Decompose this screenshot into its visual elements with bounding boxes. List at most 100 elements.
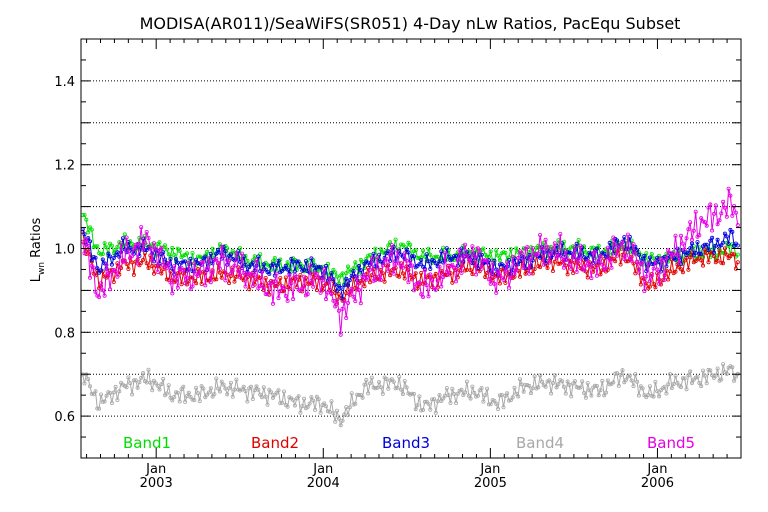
data-point bbox=[197, 399, 202, 404]
data-point bbox=[472, 390, 477, 395]
data-point bbox=[616, 245, 621, 250]
data-point bbox=[695, 240, 700, 245]
data-point bbox=[622, 380, 627, 385]
data-point bbox=[569, 251, 574, 256]
data-point bbox=[653, 259, 658, 264]
data-point bbox=[589, 245, 594, 250]
data-point bbox=[536, 251, 541, 256]
data-point bbox=[662, 277, 667, 282]
data-point bbox=[108, 287, 113, 292]
y-axis-label-main: L bbox=[29, 274, 44, 282]
data-point bbox=[706, 205, 711, 210]
data-point bbox=[712, 250, 717, 255]
data-point bbox=[320, 264, 325, 269]
series-band4 bbox=[80, 362, 740, 428]
data-point bbox=[529, 391, 534, 396]
data-point bbox=[166, 383, 171, 388]
data-point bbox=[389, 243, 394, 248]
data-point bbox=[732, 203, 737, 208]
data-point bbox=[212, 277, 217, 282]
data-point bbox=[150, 258, 155, 263]
data-point bbox=[184, 251, 189, 256]
data-point bbox=[415, 403, 420, 408]
data-point bbox=[358, 268, 363, 273]
data-point bbox=[435, 399, 440, 404]
data-point bbox=[378, 385, 383, 390]
data-point bbox=[459, 270, 464, 275]
data-point bbox=[300, 404, 305, 409]
data-point bbox=[245, 271, 250, 276]
data-point bbox=[651, 394, 656, 399]
data-point bbox=[173, 257, 178, 262]
data-point bbox=[309, 278, 314, 283]
data-point bbox=[93, 244, 98, 249]
data-point bbox=[82, 212, 87, 217]
data-point bbox=[552, 241, 557, 246]
data-point bbox=[291, 259, 296, 264]
data-point bbox=[122, 259, 127, 264]
data-point bbox=[391, 379, 396, 384]
data-point bbox=[397, 374, 402, 379]
data-point bbox=[122, 232, 127, 237]
data-point bbox=[93, 255, 98, 260]
data-point bbox=[113, 384, 118, 389]
data-point bbox=[525, 256, 530, 261]
data-point bbox=[157, 240, 162, 245]
data-point bbox=[188, 286, 193, 291]
legend-band1: Band1 bbox=[123, 434, 171, 452]
data-point bbox=[195, 391, 200, 396]
data-point bbox=[362, 272, 367, 277]
data-point bbox=[673, 257, 678, 262]
data-point bbox=[505, 260, 510, 265]
data-point bbox=[135, 261, 140, 266]
data-point bbox=[181, 384, 186, 389]
data-point bbox=[419, 270, 424, 275]
data-point bbox=[642, 288, 647, 293]
data-point bbox=[733, 266, 738, 271]
data-point bbox=[420, 281, 425, 286]
data-point bbox=[106, 271, 111, 276]
data-point bbox=[609, 265, 614, 270]
data-point bbox=[334, 298, 339, 303]
data-point bbox=[624, 253, 629, 258]
data-point bbox=[591, 245, 596, 250]
data-point bbox=[150, 251, 155, 256]
data-point bbox=[334, 274, 339, 279]
data-point bbox=[697, 233, 702, 238]
data-point bbox=[272, 279, 277, 284]
data-point bbox=[680, 376, 685, 381]
data-point bbox=[629, 378, 634, 383]
data-point bbox=[150, 263, 155, 268]
data-point bbox=[655, 389, 660, 394]
data-point bbox=[585, 275, 590, 280]
data-point bbox=[188, 256, 193, 261]
data-point bbox=[706, 367, 711, 372]
data-point bbox=[523, 382, 528, 387]
data-point bbox=[261, 262, 266, 267]
data-point bbox=[433, 410, 438, 415]
data-point bbox=[521, 265, 526, 270]
data-point bbox=[655, 255, 660, 260]
data-point bbox=[164, 277, 169, 282]
data-point bbox=[334, 408, 339, 413]
data-point bbox=[488, 402, 493, 407]
data-point bbox=[733, 210, 738, 215]
data-point bbox=[130, 260, 135, 265]
data-point bbox=[144, 380, 149, 385]
data-point bbox=[316, 275, 321, 280]
data-point bbox=[371, 251, 376, 256]
data-point bbox=[82, 381, 87, 386]
data-point bbox=[210, 246, 215, 251]
data-point bbox=[486, 258, 491, 263]
data-point bbox=[173, 275, 178, 280]
data-point bbox=[216, 260, 221, 265]
data-point bbox=[89, 258, 94, 263]
data-point bbox=[367, 252, 372, 257]
data-point bbox=[400, 271, 405, 276]
data-point bbox=[93, 289, 98, 294]
data-point bbox=[237, 246, 242, 251]
data-point bbox=[547, 378, 552, 383]
data-point bbox=[647, 279, 652, 284]
data-point bbox=[437, 392, 442, 397]
